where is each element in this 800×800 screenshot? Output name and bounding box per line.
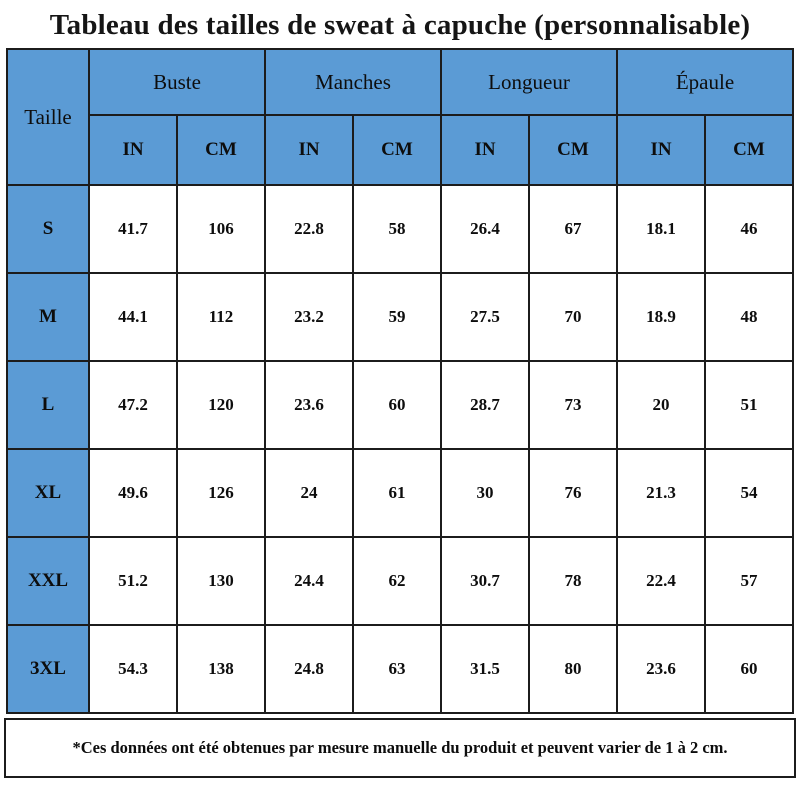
measurement-value: 28.7 — [440, 360, 530, 450]
unit-header-in: IN — [264, 114, 354, 186]
group-header-manches: Manches — [264, 48, 442, 116]
group-header-buste: Buste — [88, 48, 266, 116]
size-label: 3XL — [6, 624, 90, 714]
table-header: Taille Buste Manches Longueur Épaule IN CM IN C… — [6, 48, 794, 186]
size-label: M — [6, 272, 90, 362]
size-label: XL — [6, 448, 90, 538]
measurement-value: 27.5 — [440, 272, 530, 362]
measurement-value: 46 — [704, 184, 794, 274]
table-row-xxl: XXL 51.2 130 24.4 62 30.7 78 22.4 57 — [6, 536, 794, 626]
measurement-value: 22.4 — [616, 536, 706, 626]
page-title: Tableau des tailles de sweat à capuche (… — [49, 9, 751, 41]
measurement-value: 106 — [176, 184, 266, 274]
measurement-value: 18.1 — [616, 184, 706, 274]
size-label: XXL — [6, 536, 90, 626]
measurement-value: 70 — [528, 272, 618, 362]
unit-header-cm: CM — [176, 114, 266, 186]
measurement-value: 63 — [352, 624, 442, 714]
measurement-value: 62 — [352, 536, 442, 626]
measurement-value: 78 — [528, 536, 618, 626]
table-body: S 41.7 106 22.8 58 26.4 67 18.1 46 M 44.1 112 23.2 59… — [6, 184, 794, 714]
measurement-value: 120 — [176, 360, 266, 450]
measurement-value: 23.2 — [264, 272, 354, 362]
group-header-longueur: Longueur — [440, 48, 618, 116]
measurement-value: 76 — [528, 448, 618, 538]
unit-header-in: IN — [88, 114, 178, 186]
table-row-m: M 44.1 112 23.2 59 27.5 70 18.9 48 — [6, 272, 794, 362]
unit-header-row: IN CM IN CM IN CM IN CM — [7, 114, 794, 186]
measurement-value: 130 — [176, 536, 266, 626]
measurement-value: 73 — [528, 360, 618, 450]
unit-header-in: IN — [616, 114, 706, 186]
size-label: S — [6, 184, 90, 274]
table-row-l: L 47.2 120 23.6 60 28.7 73 20 51 — [6, 360, 794, 450]
measurement-value: 21.3 — [616, 448, 706, 538]
group-header-row: Taille Buste Manches Longueur Épaule — [6, 48, 794, 186]
measurement-value: 138 — [176, 624, 266, 714]
table-row-xl: XL 49.6 126 24 61 30 76 21.3 54 — [6, 448, 794, 538]
measurement-value: 51.2 — [88, 536, 178, 626]
measurement-value: 31.5 — [440, 624, 530, 714]
unit-header-cm: CM — [704, 114, 794, 186]
measurement-value: 59 — [352, 272, 442, 362]
measurement-value: 26.4 — [440, 184, 530, 274]
measurement-value: 30 — [440, 448, 530, 538]
measurement-value: 47.2 — [88, 360, 178, 450]
unit-header-cm: CM — [528, 114, 618, 186]
measurement-value: 20 — [616, 360, 706, 450]
measurement-value: 49.6 — [88, 448, 178, 538]
measurement-value: 22.8 — [264, 184, 354, 274]
measurement-value: 60 — [704, 624, 794, 714]
measurement-footnote: *Ces données ont été obtenues par mesure… — [4, 718, 796, 778]
measurement-value: 51 — [704, 360, 794, 450]
corner-header-taille: Taille — [6, 48, 90, 186]
measurement-value: 24.4 — [264, 536, 354, 626]
measurement-value: 61 — [352, 448, 442, 538]
measurement-value: 30.7 — [440, 536, 530, 626]
measurement-value: 60 — [352, 360, 442, 450]
unit-header-in: IN — [440, 114, 530, 186]
table-row-s: S 41.7 106 22.8 58 26.4 67 18.1 46 — [6, 184, 794, 274]
size-table: Taille Buste Manches Longueur Épaule IN CM IN C… — [6, 48, 794, 714]
measurement-value: 44.1 — [88, 272, 178, 362]
measurement-value: 18.9 — [616, 272, 706, 362]
table-row-3xl: 3XL 54.3 138 24.8 63 31.5 80 23.6 60 — [6, 624, 794, 714]
measurement-value: 80 — [528, 624, 618, 714]
measurement-value: 24.8 — [264, 624, 354, 714]
measurement-value: 54 — [704, 448, 794, 538]
unit-header-cm: CM — [352, 114, 442, 186]
measurement-value: 24 — [264, 448, 354, 538]
measurement-value: 23.6 — [616, 624, 706, 714]
measurement-value: 67 — [528, 184, 618, 274]
measurement-value: 54.3 — [88, 624, 178, 714]
measurement-value: 48 — [704, 272, 794, 362]
measurement-value: 23.6 — [264, 360, 354, 450]
measurement-value: 57 — [704, 536, 794, 626]
measurement-value: 112 — [176, 272, 266, 362]
footnote-text: *Ces données ont été obtenues par mesure… — [72, 738, 728, 757]
group-header-paule: Épaule — [616, 48, 794, 116]
measurement-value: 41.7 — [88, 184, 178, 274]
size-label: L — [6, 360, 90, 450]
measurement-value: 126 — [176, 448, 266, 538]
measurement-value: 58 — [352, 184, 442, 274]
